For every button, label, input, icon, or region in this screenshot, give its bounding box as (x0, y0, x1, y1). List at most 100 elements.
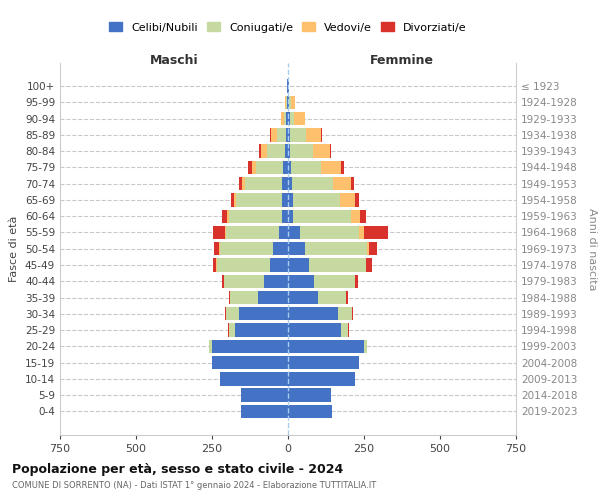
Bar (288, 372, 355, 386)
Bar (220, 242, 273, 256)
Bar (288, 258, 309, 272)
Bar (287, 96, 288, 109)
Bar (292, 177, 332, 190)
Y-axis label: Anni di nascita: Anni di nascita (587, 208, 597, 290)
Text: COMUNE DI SORRENTO (NA) - Dati ISTAT 1° gennaio 2024 - Elaborazione TUTTITALIA.I: COMUNE DI SORRENTO (NA) - Dati ISTAT 1° … (12, 481, 376, 490)
Bar (259, 144, 260, 158)
Bar (226, 226, 279, 239)
Bar (227, 210, 229, 223)
Bar (220, 372, 288, 386)
Bar (352, 307, 353, 320)
Bar (222, 210, 227, 223)
Bar (225, 307, 226, 320)
Bar (290, 144, 313, 158)
Bar (294, 112, 305, 126)
Bar (270, 258, 288, 272)
Y-axis label: Fasce di età: Fasce di età (10, 216, 19, 282)
Bar (322, 161, 341, 174)
Bar (314, 274, 355, 288)
Bar (291, 161, 322, 174)
Bar (306, 128, 322, 141)
Bar (228, 324, 229, 336)
Bar (313, 144, 330, 158)
Bar (231, 194, 234, 206)
Bar (271, 128, 277, 141)
Legend: Celibi/Nubili, Coniugati/e, Vedovi/e, Divorziati/e: Celibi/Nubili, Coniugati/e, Vedovi/e, Di… (105, 18, 471, 37)
Bar (263, 274, 288, 288)
Bar (279, 226, 288, 239)
Bar (364, 226, 388, 239)
Bar (222, 274, 224, 288)
Bar (338, 307, 352, 320)
Bar (226, 307, 239, 320)
Bar (288, 210, 293, 223)
Bar (367, 242, 370, 256)
Bar (305, 242, 367, 256)
Bar (217, 258, 270, 272)
Bar (288, 356, 359, 370)
Bar (359, 226, 364, 239)
Bar (365, 258, 367, 272)
Bar (370, 242, 377, 256)
Bar (213, 258, 216, 272)
Text: Popolazione per età, sesso e stato civile - 2024: Popolazione per età, sesso e stato civil… (12, 462, 343, 475)
Bar (288, 194, 293, 206)
Bar (330, 144, 331, 158)
Bar (257, 291, 288, 304)
Bar (288, 307, 338, 320)
Bar (309, 258, 365, 272)
Bar (230, 291, 257, 304)
Bar (348, 324, 349, 336)
Bar (229, 291, 230, 304)
Bar (288, 274, 314, 288)
Bar (225, 226, 226, 239)
Bar (288, 161, 291, 174)
Bar (288, 324, 341, 336)
Bar (332, 177, 351, 190)
Bar (355, 274, 358, 288)
Bar (229, 324, 235, 336)
Bar (286, 96, 287, 109)
Bar (212, 356, 288, 370)
Bar (256, 161, 283, 174)
Bar (284, 112, 286, 126)
Bar (293, 194, 340, 206)
Bar (289, 96, 291, 109)
Bar (364, 340, 367, 353)
Bar (212, 226, 225, 239)
Bar (288, 340, 364, 353)
Bar (273, 242, 288, 256)
Bar (288, 291, 319, 304)
Bar (367, 258, 372, 272)
Bar (234, 194, 236, 206)
Bar (241, 404, 288, 418)
Bar (346, 291, 348, 304)
Bar (284, 96, 286, 109)
Bar (288, 144, 290, 158)
Bar (212, 340, 288, 353)
Bar (235, 324, 288, 336)
Bar (287, 80, 288, 93)
Bar (288, 177, 292, 190)
Text: Maschi: Maschi (149, 54, 199, 68)
Bar (282, 194, 288, 206)
Bar (300, 226, 359, 239)
Bar (288, 388, 331, 402)
Bar (229, 210, 282, 223)
Bar (245, 177, 282, 190)
Bar (286, 112, 288, 126)
Bar (270, 128, 271, 141)
Bar (260, 144, 267, 158)
Bar (351, 210, 361, 223)
Bar (251, 161, 256, 174)
Bar (288, 128, 290, 141)
Bar (361, 210, 366, 223)
Bar (288, 242, 305, 256)
Bar (285, 144, 288, 158)
Bar (355, 194, 359, 206)
Bar (290, 128, 306, 141)
Bar (277, 128, 286, 141)
Bar (248, 161, 251, 174)
Bar (319, 291, 346, 304)
Bar (209, 340, 212, 353)
